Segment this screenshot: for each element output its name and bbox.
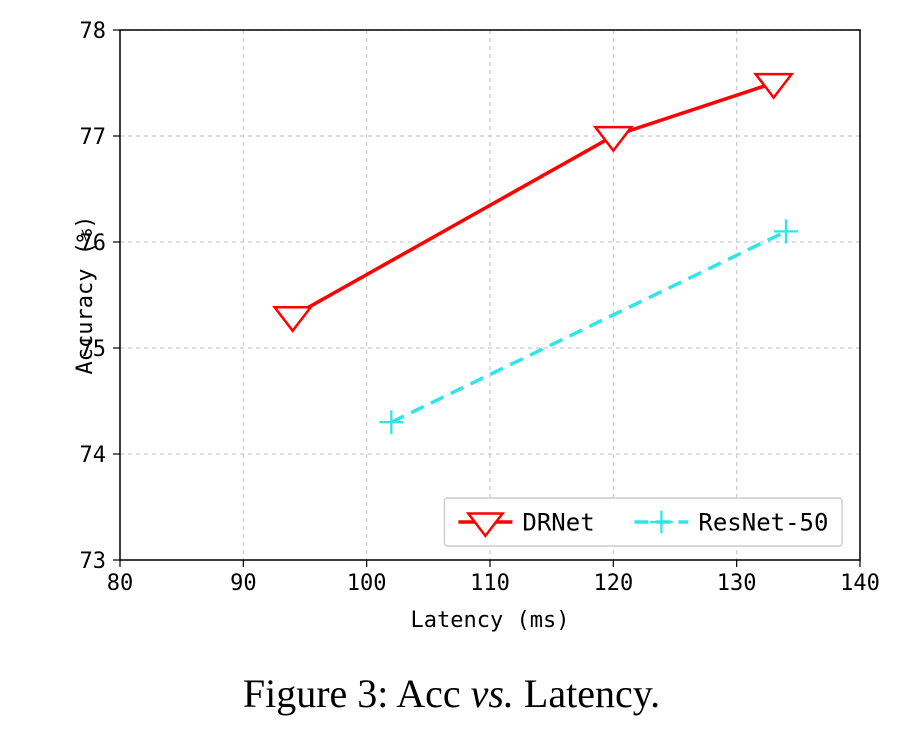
figure-caption: Figure 3: Acc vs. Latency.: [0, 670, 903, 717]
caption-italic: vs.: [471, 671, 514, 716]
svg-text:74: 74: [80, 443, 107, 468]
svg-text:78: 78: [80, 19, 107, 44]
svg-text:DRNet: DRNet: [522, 508, 594, 536]
svg-text:110: 110: [470, 571, 510, 596]
svg-text:130: 130: [717, 571, 757, 596]
chart-container: 8090100110120130140737475767778DRNetResN…: [0, 0, 903, 747]
caption-main: Acc: [396, 671, 470, 716]
svg-text:120: 120: [593, 571, 633, 596]
x-axis-label: Latency (ms): [411, 608, 570, 633]
svg-text:73: 73: [80, 549, 107, 574]
y-axis-label: Accuracy (%): [73, 216, 98, 375]
svg-text:100: 100: [347, 571, 387, 596]
svg-text:80: 80: [107, 571, 134, 596]
svg-text:140: 140: [840, 571, 880, 596]
caption-suffix: Latency.: [514, 671, 660, 716]
svg-text:77: 77: [80, 125, 107, 150]
svg-text:90: 90: [230, 571, 257, 596]
caption-prefix: Figure 3:: [243, 671, 396, 716]
svg-text:ResNet-50: ResNet-50: [698, 508, 828, 536]
chart-svg: 8090100110120130140737475767778DRNetResN…: [0, 0, 903, 620]
